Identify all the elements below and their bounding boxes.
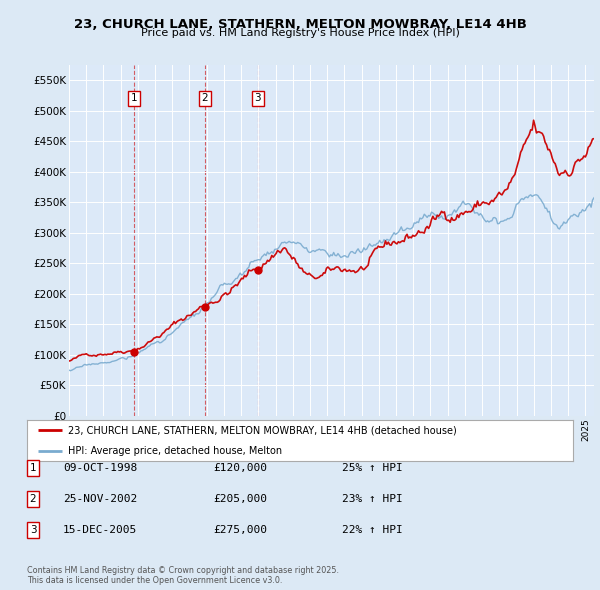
Text: 09-OCT-1998: 09-OCT-1998 bbox=[63, 463, 137, 473]
Text: 15-DEC-2005: 15-DEC-2005 bbox=[63, 526, 137, 535]
Text: 25% ↑ HPI: 25% ↑ HPI bbox=[342, 463, 403, 473]
Text: 23, CHURCH LANE, STATHERN, MELTON MOWBRAY, LE14 4HB: 23, CHURCH LANE, STATHERN, MELTON MOWBRA… bbox=[74, 18, 526, 31]
Text: Contains HM Land Registry data © Crown copyright and database right 2025.
This d: Contains HM Land Registry data © Crown c… bbox=[27, 566, 339, 585]
Text: 2: 2 bbox=[29, 494, 37, 504]
Text: HPI: Average price, detached house, Melton: HPI: Average price, detached house, Melt… bbox=[68, 446, 282, 456]
Text: 2: 2 bbox=[202, 93, 208, 103]
Text: 3: 3 bbox=[254, 93, 261, 103]
Text: Price paid vs. HM Land Registry's House Price Index (HPI): Price paid vs. HM Land Registry's House … bbox=[140, 28, 460, 38]
Text: £275,000: £275,000 bbox=[213, 526, 267, 535]
Text: £120,000: £120,000 bbox=[213, 463, 267, 473]
Text: 1: 1 bbox=[131, 93, 137, 103]
Text: 3: 3 bbox=[29, 526, 37, 535]
Text: 23% ↑ HPI: 23% ↑ HPI bbox=[342, 494, 403, 504]
Text: 1: 1 bbox=[29, 463, 37, 473]
Text: 25-NOV-2002: 25-NOV-2002 bbox=[63, 494, 137, 504]
Text: £205,000: £205,000 bbox=[213, 494, 267, 504]
Text: 23, CHURCH LANE, STATHERN, MELTON MOWBRAY, LE14 4HB (detached house): 23, CHURCH LANE, STATHERN, MELTON MOWBRA… bbox=[68, 425, 457, 435]
Text: 22% ↑ HPI: 22% ↑ HPI bbox=[342, 526, 403, 535]
